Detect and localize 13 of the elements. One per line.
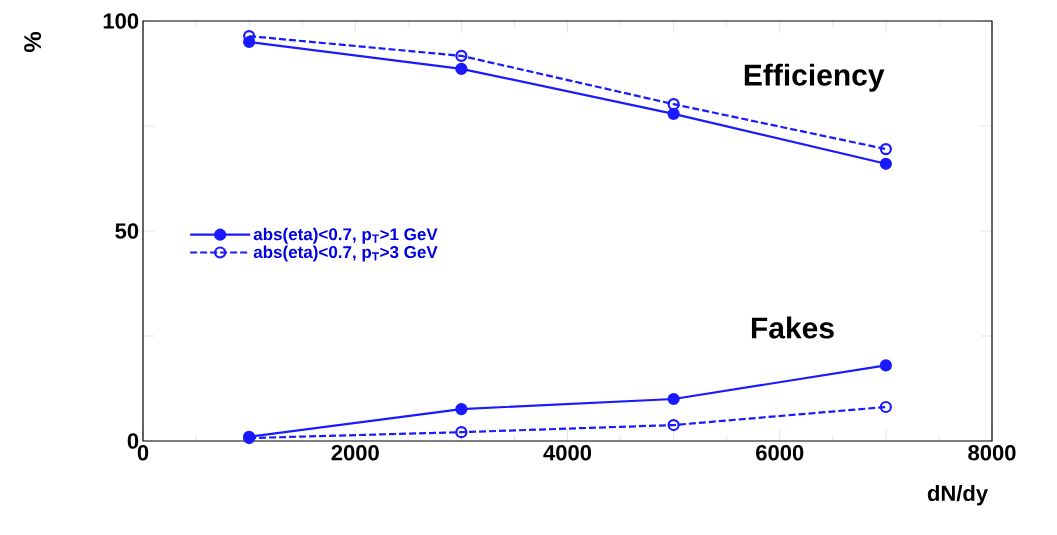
legend-label: abs(eta)<0.7, p$_{T}$>1 GeV bbox=[253, 227, 438, 244]
x-tick-label: 4000 bbox=[543, 444, 592, 461]
y-tick-label: 100 bbox=[103, 13, 139, 29]
x-tick-label: 8000 bbox=[968, 444, 1016, 461]
y-axis-title: % bbox=[24, 31, 42, 53]
x-axis-title: dN/dy bbox=[927, 484, 988, 506]
y-tick-label: 0 bbox=[127, 433, 139, 449]
y-tick-label: 50 bbox=[115, 223, 139, 239]
annotation: Efficiency bbox=[744, 63, 885, 92]
annotation: Fakes bbox=[751, 316, 834, 339]
x-tick-label: 6000 bbox=[756, 444, 804, 461]
legend-label: abs(eta)<0.7, p$_{T}$>3 GeV bbox=[253, 245, 438, 262]
x-tick-label: 2000 bbox=[331, 444, 379, 461]
